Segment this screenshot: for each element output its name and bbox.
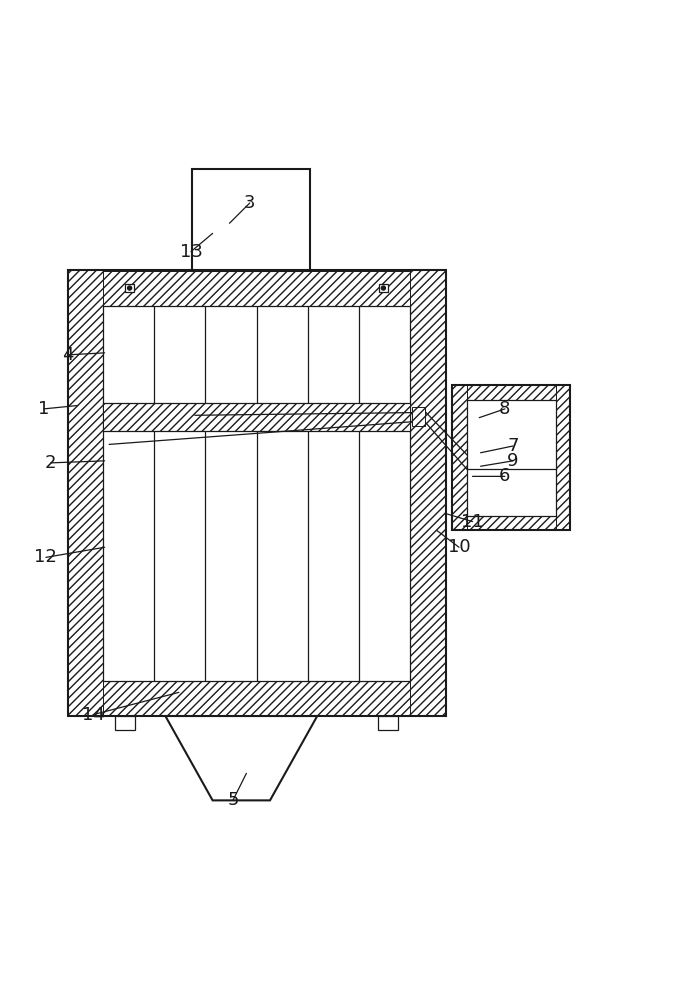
Text: 14: 14: [82, 706, 105, 724]
Bar: [410, 270, 446, 716]
Bar: [68, 270, 446, 716]
Text: 9: 9: [507, 452, 519, 470]
Bar: [467, 400, 556, 516]
Text: 11: 11: [461, 513, 484, 531]
Bar: [192, 169, 310, 270]
Text: 10: 10: [448, 538, 470, 556]
Bar: [452, 385, 467, 530]
Text: 13: 13: [180, 243, 202, 261]
Circle shape: [381, 286, 385, 290]
Bar: [452, 385, 570, 530]
Bar: [412, 407, 425, 426]
Bar: [379, 284, 387, 292]
Text: 5: 5: [227, 791, 239, 809]
Bar: [68, 270, 446, 716]
Text: 4: 4: [61, 346, 74, 364]
Text: 1: 1: [38, 400, 49, 418]
Bar: [115, 716, 135, 730]
Bar: [103, 403, 410, 431]
Text: 3: 3: [244, 194, 256, 212]
Bar: [452, 385, 570, 530]
Text: 8: 8: [500, 400, 510, 418]
Bar: [378, 716, 398, 730]
Bar: [126, 284, 134, 292]
Bar: [452, 385, 570, 400]
Text: 7: 7: [507, 437, 519, 455]
Text: 2: 2: [45, 454, 57, 472]
Bar: [556, 385, 570, 530]
Text: 6: 6: [500, 467, 510, 485]
Bar: [68, 681, 446, 716]
Polygon shape: [165, 716, 317, 800]
Bar: [68, 270, 103, 716]
Circle shape: [128, 286, 132, 290]
Bar: [103, 306, 410, 681]
Text: 12: 12: [34, 548, 57, 566]
Bar: [68, 270, 446, 306]
Bar: [103, 306, 410, 681]
Bar: [467, 400, 556, 516]
Bar: [452, 516, 570, 530]
